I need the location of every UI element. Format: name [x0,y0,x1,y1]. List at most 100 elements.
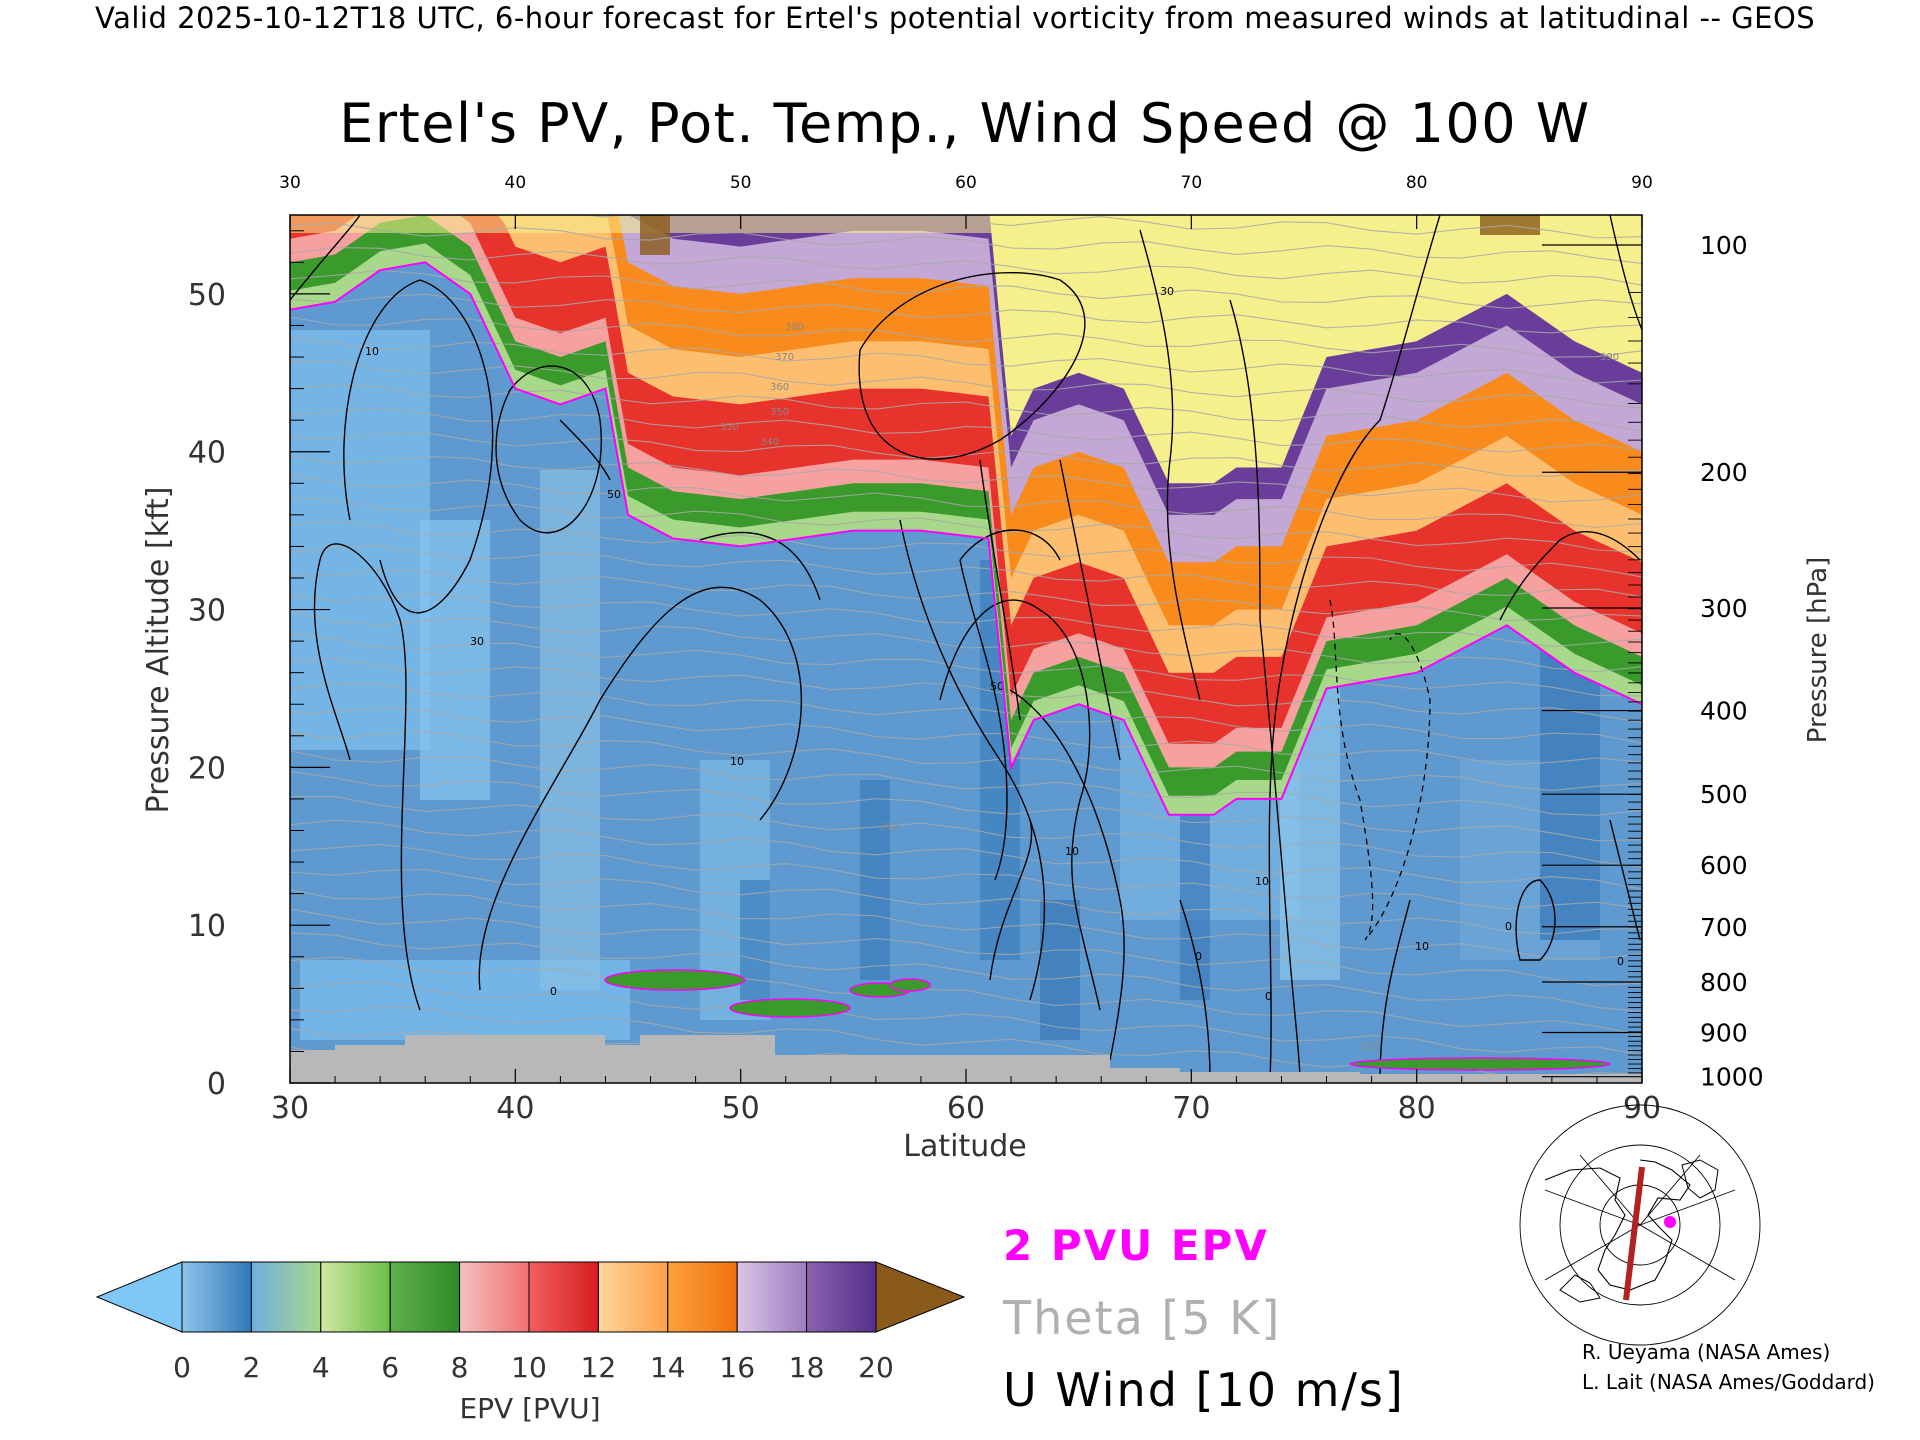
map-greenland [1681,1159,1719,1199]
wind-contour-label: 0 [1265,990,1272,1003]
pressure-tick-label: 800 [1700,968,1748,997]
wind-contour [939,599,1101,1011]
chart-title: Ertel's PV, Pot. Temp., Wind Speed @ 100… [339,92,1590,155]
theta-line [290,819,1642,891]
colorbar-segment [667,1261,738,1333]
pv2-island [729,998,851,1018]
wind-contour [979,459,1021,721]
y-tick-label: 30 [188,594,226,629]
colorbar-segment [459,1261,530,1333]
wind-contour [959,529,1061,561]
theta-label: 310 [880,822,899,833]
legend-wind: U Wind [10 m/s] [1003,1363,1405,1417]
pv2-island [889,978,931,992]
theta-label: 370 [775,352,794,363]
legend-theta: Theta [5 K] [1002,1291,1281,1345]
theta-line [290,520,1642,578]
theta-line [290,956,1642,1036]
y-tick-label: 40 [188,436,226,471]
wind-contour [1609,215,1642,331]
wind-contour [1499,531,1641,621]
x-tick-label-top: 40 [505,173,527,193]
plot-area: 330 340 350 360 370 380 390 310 320 10 30 50 0 10 30 5… [290,215,1642,1083]
theta-line [290,293,1642,334]
pv-top-patch [640,215,670,255]
credit-line-2: L. Lait (NASA Ames/Goddard) [1582,1370,1875,1394]
theta-line [290,360,1642,409]
wind-contour [559,419,611,481]
colorbar-label: EPV [PVU] [459,1392,600,1425]
pressure-tick-label: 700 [1700,913,1748,942]
x-tick-label-top: 70 [1181,173,1203,193]
colorbar-tick-label: 6 [381,1351,399,1384]
theta-label: 350 [770,407,789,418]
pv-patch [860,780,890,980]
pv2-line [290,261,1642,816]
x-tick-label: 60 [947,1091,985,1126]
wind-contour [1179,899,1211,1081]
wind-contour [699,531,821,601]
colorbar-segment [597,1261,669,1333]
wind-contour-label: 0 [1195,950,1202,963]
colorbar-tick-label: 2 [242,1351,260,1384]
theta-line [290,407,1642,453]
y-tick-label: 50 [188,278,226,313]
terrain-fill [290,1035,1642,1083]
pv2-island [1349,1057,1611,1071]
colorbar-segment [250,1261,322,1333]
colorbar-max-arrow [875,1261,966,1333]
wind-contour [1139,229,1201,701]
wind-contour [313,543,421,1011]
wind-contour-label: 10 [730,755,744,768]
pressure-tick-label: 300 [1700,594,1748,623]
wind-contour [1229,299,1301,1081]
wind-contours: 10 30 50 0 10 30 50 10 0 10 0 10 0 0 [290,215,1642,1081]
x-tick-label-top: 80 [1406,173,1428,193]
pressure-tick-label: 900 [1700,1018,1748,1047]
theta-line [290,796,1642,868]
terrain [290,1035,1642,1083]
y-tick-label: 20 [188,751,226,786]
theta-line [290,496,1642,553]
wind-contour [899,519,1046,1001]
axes: 3030404050506060707080809090010203040501… [188,173,1764,1126]
theta-line [290,981,1642,1056]
colorbar-tick-label: 4 [312,1351,330,1384]
wind-contour-label: 50 [990,680,1004,693]
theta-line [290,593,1642,647]
theta-line [290,932,1642,1012]
theta-line [290,633,1642,697]
colorbar-tick-label: 12 [581,1351,617,1384]
theta-line [290,383,1642,432]
pressure-tick-label: 600 [1700,851,1748,880]
pv2-island [604,969,746,991]
theta-line [290,750,1642,816]
x-axis-label: Latitude [903,1129,1026,1164]
theta-line [290,889,1642,960]
colorbar-tick-label: 10 [511,1351,547,1384]
colorbar-segment [528,1261,599,1333]
theta-line [290,908,1642,987]
x-tick-label-top: 60 [955,173,977,193]
colorbar-min-arrow [95,1261,183,1333]
pv-patch [540,470,600,990]
wind-contour-label: 0 [1617,955,1624,968]
theta-line [290,658,1642,723]
map-mexico [1559,1274,1601,1303]
colorbar-tick-label: 18 [789,1351,825,1384]
theta-line [290,706,1642,766]
wind-contour-label: 30 [470,635,484,648]
wind-contour [1009,689,1125,1061]
colorbar-tick-label: 16 [719,1351,755,1384]
x-tick-label-top: 50 [730,173,752,193]
wind-contour [989,819,1033,981]
colorbar-tick-label: 0 [173,1351,191,1384]
x-tick-label: 30 [271,1091,309,1126]
y2-axis-label: Pressure [hPa] [1803,557,1833,744]
wind-contour [959,559,1008,881]
y-axis-label: Pressure Altitude [kft] [141,487,176,814]
pressure-tick-label: 1000 [1700,1063,1764,1092]
pv-patch [1040,900,1080,1040]
x-tick-label: 50 [722,1091,760,1126]
